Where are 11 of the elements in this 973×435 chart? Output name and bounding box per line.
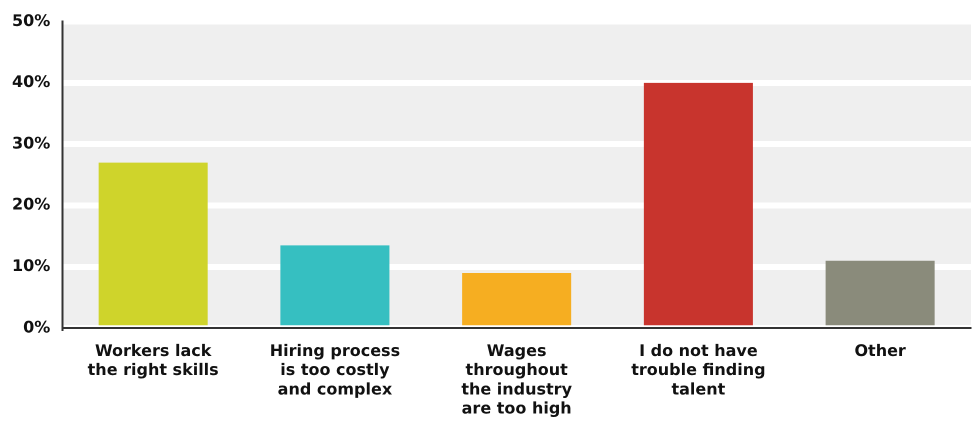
y-tick-label: 10% [12,256,50,276]
x-tick-label: I do not have trouble finding talent [631,340,766,398]
y-tick-label: 20% [12,194,50,214]
y-tick-label: 30% [12,133,50,152]
x-tick-label: Other [854,340,906,360]
y-tick-label: 40% [12,72,50,92]
y-tick-label: 0% [23,317,50,336]
x-tick-label: Wages throughout the industry are too high [461,340,573,418]
x-tick-label: Hiring process is too costly and complex [270,340,400,398]
x-tick-label: Workers lack the right skills [88,340,219,380]
y-tick-label: 50% [12,10,50,30]
